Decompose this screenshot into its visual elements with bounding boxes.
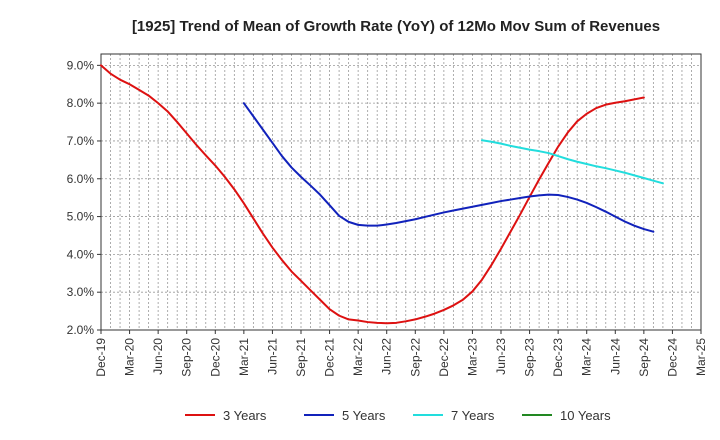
x-tick-label: Dec-19 — [94, 338, 108, 377]
y-axis: 2.0% 3.0% 4.0% 5.0% 6.0% 7.0% 8.0% 9.0% — [67, 58, 101, 337]
y-tick-label: 9.0% — [67, 58, 95, 72]
x-tick-label: Mar-25 — [694, 338, 708, 376]
plot-area-frame — [100, 53, 702, 331]
grid-lines — [101, 54, 701, 331]
y-tick-label: 3.0% — [67, 285, 95, 299]
x-tick-label: Dec-20 — [208, 338, 222, 377]
x-tick-label: Sep-20 — [180, 338, 194, 377]
x-tick-label: Jun-23 — [494, 338, 508, 375]
x-tick-label: Mar-24 — [580, 338, 594, 376]
x-tick-label: Dec-24 — [665, 338, 679, 377]
y-tick-label: 4.0% — [67, 247, 95, 261]
legend-label-5-years: 5 Years — [342, 408, 386, 423]
x-tick-label: Jun-21 — [265, 338, 279, 375]
x-tick-label: Sep-21 — [294, 338, 308, 377]
x-tick-label: Mar-23 — [465, 338, 479, 376]
x-tick-label: Mar-22 — [351, 338, 365, 376]
x-tick-label: Jun-24 — [608, 338, 622, 375]
x-tick-label: Mar-21 — [237, 338, 251, 376]
legend-label-10-years: 10 Years — [560, 408, 611, 423]
y-tick-label: 2.0% — [67, 323, 95, 337]
x-tick-label: Sep-22 — [408, 338, 422, 377]
x-tick-label: Sep-24 — [637, 338, 651, 377]
series-line-5-years — [242, 102, 655, 233]
y-tick-label: 6.0% — [67, 172, 95, 186]
y-tick-label: 7.0% — [67, 134, 95, 148]
legend-label-7-years: 7 Years — [451, 408, 495, 423]
legend-label-3-years: 3 Years — [223, 408, 267, 423]
series-line-7-years — [480, 139, 664, 185]
series-line-3-years — [100, 64, 645, 325]
chart-title: [1925] Trend of Mean of Growth Rate (YoY… — [132, 18, 660, 35]
x-tick-label: Dec-21 — [323, 338, 337, 377]
x-tick-label: Jun-20 — [151, 338, 165, 375]
x-tick-label: Sep-23 — [523, 338, 537, 377]
x-tick-label: Jun-22 — [380, 338, 394, 375]
series-lines — [100, 64, 664, 325]
x-axis: Dec-19 Mar-20 Jun-20 Sep-20 Dec-20 Mar-21 Jun-… — [94, 330, 708, 377]
x-tick-label: Mar-20 — [123, 338, 137, 376]
y-tick-label: 5.0% — [67, 210, 95, 224]
x-tick-label: Dec-23 — [551, 338, 565, 377]
x-tick-label: Dec-22 — [437, 338, 451, 377]
y-tick-label: 8.0% — [67, 96, 95, 110]
legend: 3 Years 5 Years 7 Years 10 Years — [185, 408, 611, 423]
